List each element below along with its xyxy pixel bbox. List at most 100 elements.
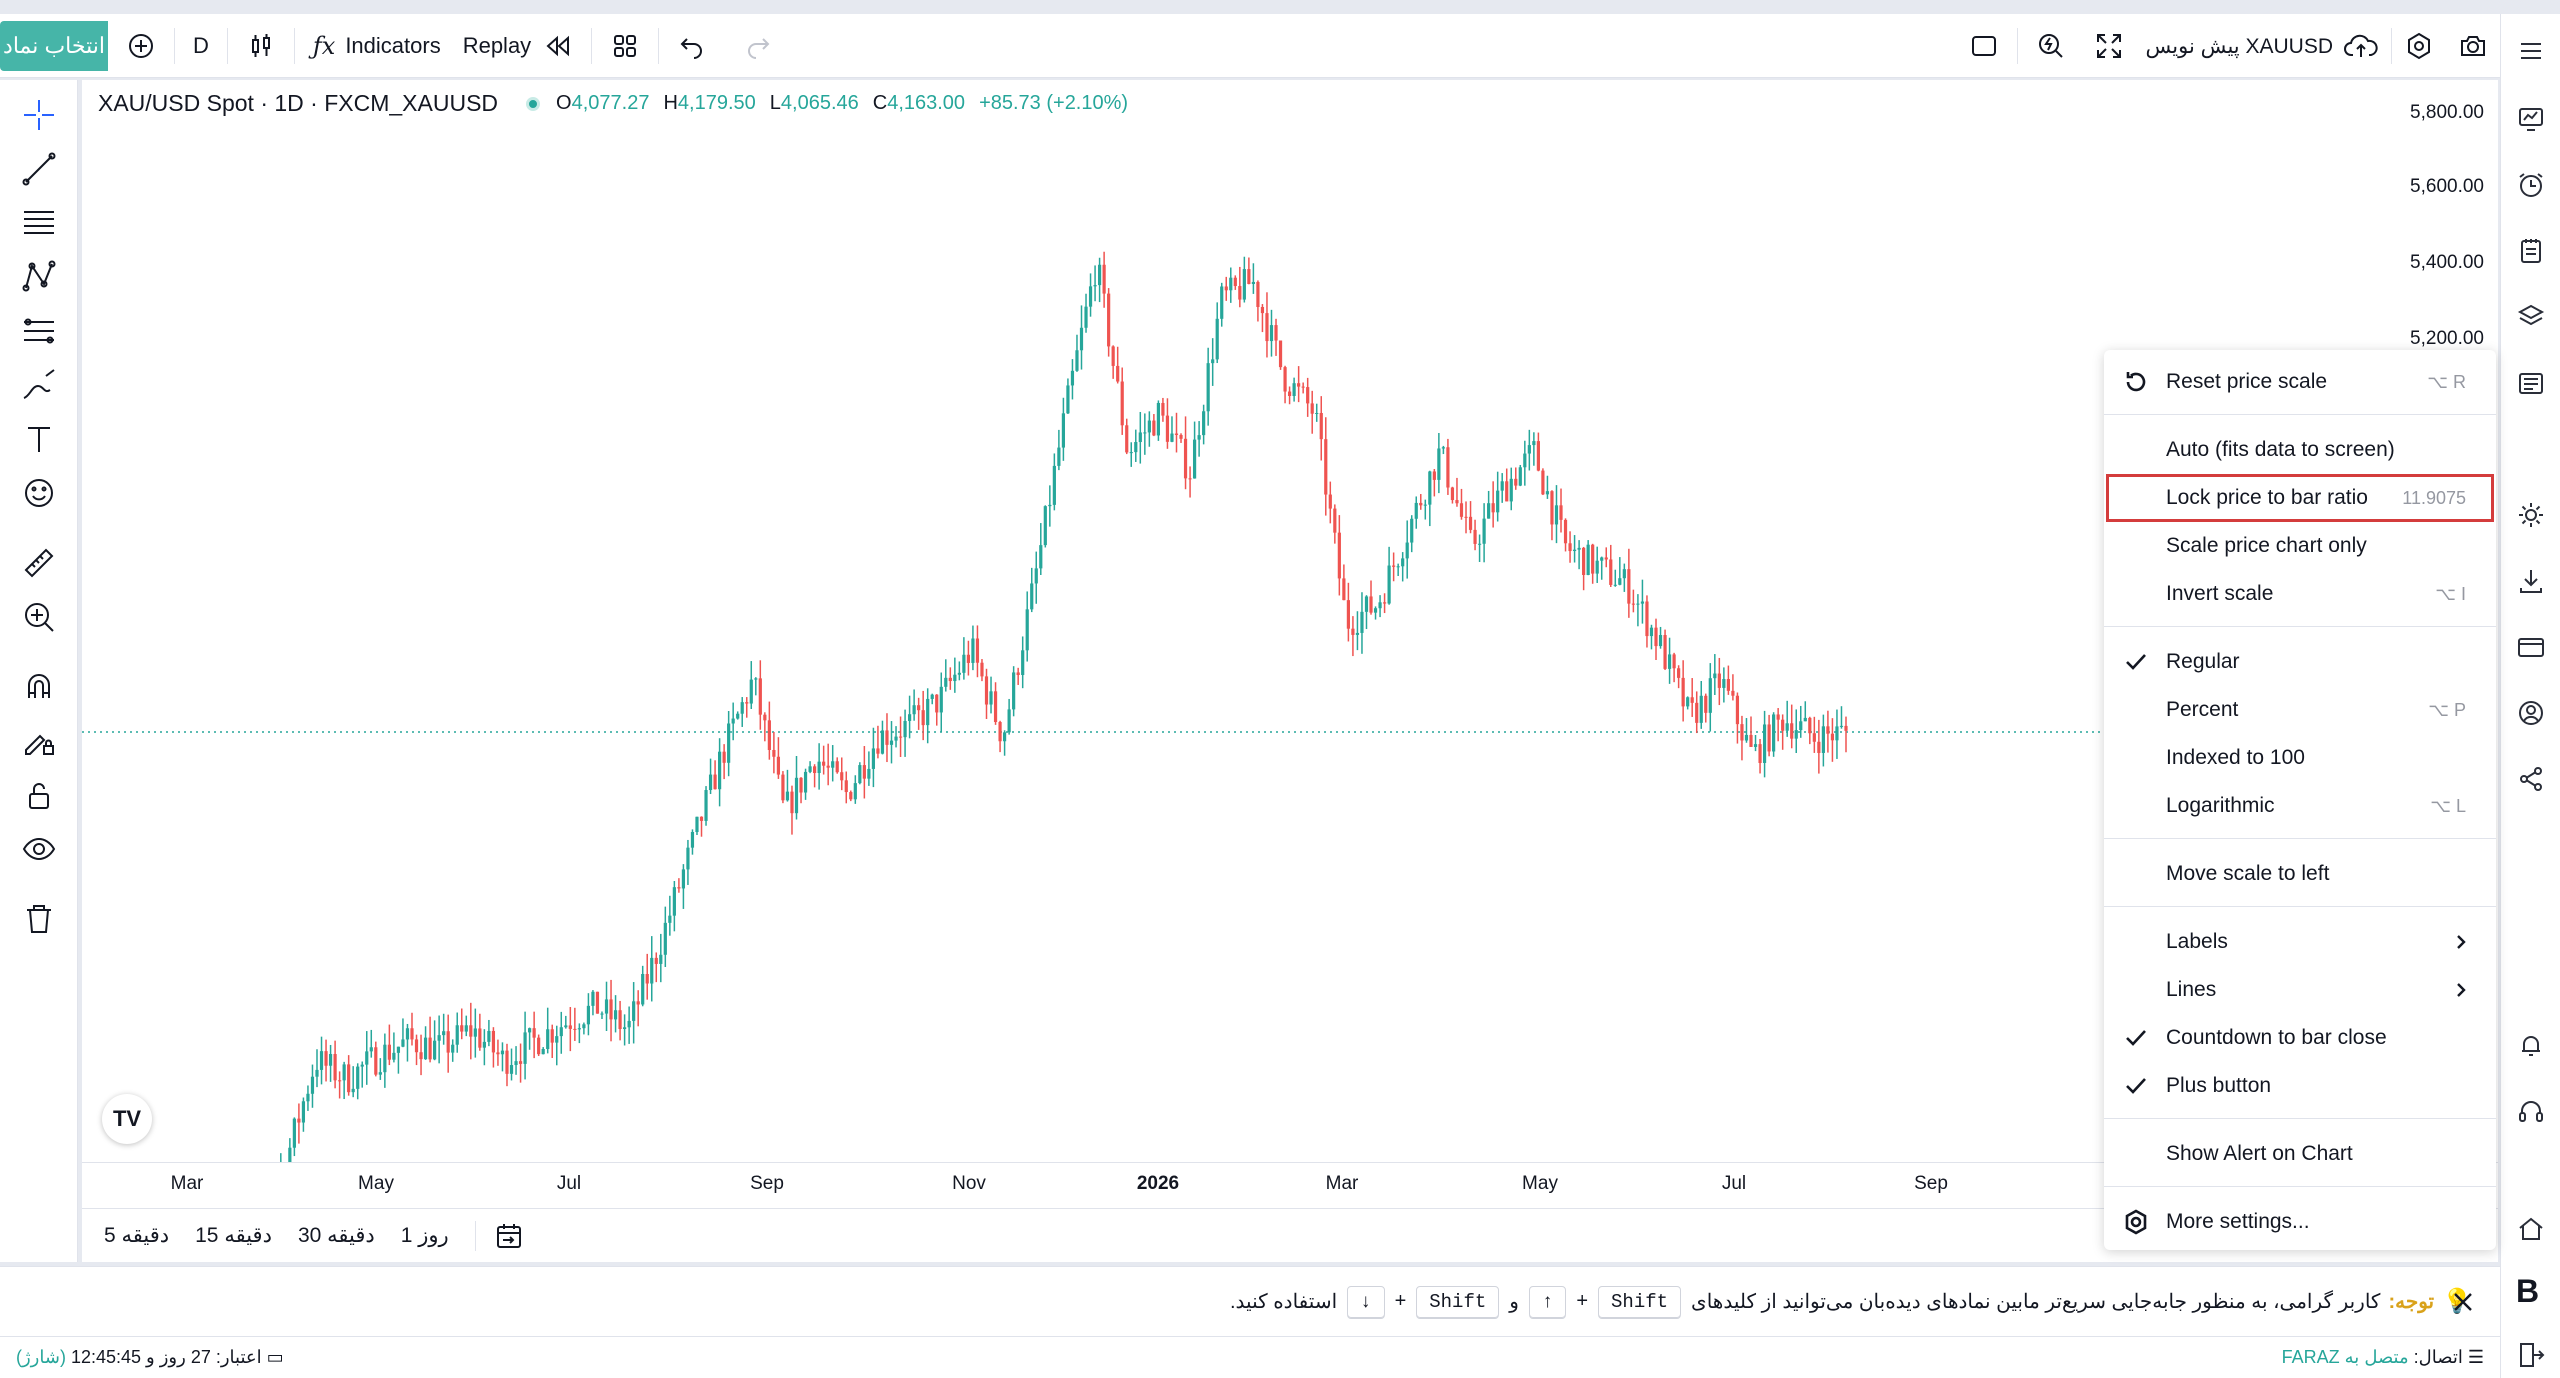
credit-status[interactable]: ▭ اعتبار: 27 روز و 12:45:45 (شارژ) <box>16 1347 284 1368</box>
wallet-button[interactable] <box>2516 632 2546 662</box>
fullscreen-frame-button[interactable] <box>1951 14 2017 78</box>
lock-drawings-tool[interactable] <box>20 776 58 814</box>
candle-body <box>1147 420 1151 433</box>
crosshair-tool[interactable] <box>20 96 58 134</box>
menu-logarithmic[interactable]: Logarithmic ⌥ L <box>2104 782 2496 830</box>
menu-percent[interactable]: Percent ⌥ P <box>2104 686 2496 734</box>
tradingview-logo[interactable]: TV <box>102 1094 152 1144</box>
settings-button[interactable] <box>2392 14 2446 78</box>
hide-drawings-tool[interactable] <box>20 830 58 868</box>
symbol-select-button[interactable]: انتخاب نماد <box>0 20 108 71</box>
menu-shortcut: ⌥ P <box>2428 699 2466 720</box>
text-tool[interactable] <box>20 420 58 458</box>
projection-tool[interactable] <box>20 312 58 350</box>
candle-body <box>1287 391 1292 396</box>
eye-icon <box>22 837 56 861</box>
magnet-tool[interactable] <box>20 668 58 706</box>
menu-plus-button[interactable]: Plus button <box>2104 1062 2496 1110</box>
menu-move-scale-left[interactable]: Move scale to left <box>2104 850 2496 898</box>
replay-button[interactable]: Replay <box>459 14 591 78</box>
candle-body <box>365 1051 369 1065</box>
news-button[interactable] <box>2516 368 2546 398</box>
menu-invert-scale[interactable]: Invert scale ⌥ I <box>2104 570 2496 618</box>
download-button[interactable] <box>2516 566 2546 596</box>
menu-scale-price-chart-only[interactable]: Scale price chart only <box>2104 522 2496 570</box>
fib-tool[interactable] <box>20 204 58 242</box>
menu-label: Scale price chart only <box>2166 534 2367 557</box>
time-tick: Mar <box>170 1173 204 1194</box>
candle-body <box>1563 519 1568 544</box>
menu-reset-price-scale[interactable]: Reset price scale ⌥ R <box>2104 358 2496 406</box>
support-button[interactable] <box>2516 1096 2546 1126</box>
indicators-button[interactable]: ƒx Indicators <box>295 14 459 78</box>
candle-body <box>1174 433 1179 435</box>
candle-body <box>1441 447 1445 449</box>
pattern-tool[interactable] <box>20 258 58 296</box>
maximize-button[interactable] <box>2084 14 2134 78</box>
range-1d[interactable]: 1 روز <box>400 1224 449 1247</box>
undo-button[interactable] <box>659 14 725 78</box>
candle-body <box>1477 543 1482 545</box>
candle-body <box>1821 726 1825 753</box>
candle-body <box>953 674 957 682</box>
menu-regular[interactable]: Regular <box>2104 638 2496 686</box>
menu-label: Labels <box>2166 930 2228 953</box>
brush-tool[interactable] <box>20 366 58 404</box>
key-down: ↓ <box>1347 1285 1385 1318</box>
chart-pane[interactable]: XAU/USD Spot · 1D · FXCM_XAUUSD O4,077.2… <box>82 80 2498 1262</box>
menu-auto-fit[interactable]: Auto (fits data to screen) <box>2104 426 2496 474</box>
remove-drawings-tool[interactable] <box>20 900 58 938</box>
candle-body <box>1306 387 1310 404</box>
notes-button[interactable] <box>2516 236 2546 266</box>
add-symbol-button[interactable] <box>108 14 174 78</box>
brand-button[interactable]: B <box>2516 1273 2546 1309</box>
measure-tool[interactable] <box>20 544 58 582</box>
draft-save-button[interactable]: پیش نویس XAUUSD <box>2134 14 2391 78</box>
home-button[interactable] <box>2516 1214 2546 1244</box>
menu-lock-price-bar-ratio[interactable]: Lock price to bar ratio 11.9075 <box>2106 474 2494 522</box>
chart-settings-button[interactable] <box>2516 500 2546 530</box>
candle-body <box>1695 702 1699 723</box>
emoji-tool[interactable] <box>20 474 58 512</box>
close-notification-button[interactable] <box>2448 1287 2478 1317</box>
stay-drawing-tool[interactable] <box>20 722 58 760</box>
interval-button[interactable]: D <box>193 32 209 58</box>
range-30m[interactable]: 30 دقیقه <box>297 1224 375 1247</box>
ohlc-low: L4,065.46 <box>770 92 859 115</box>
symbol-title[interactable]: XAU/USD Spot · 1D · FXCM_XAUUSD <box>98 90 499 116</box>
watchlist-button[interactable] <box>2516 104 2546 134</box>
notifications-button[interactable] <box>2516 1030 2546 1060</box>
tv-logo-icon: TV <box>112 1106 142 1131</box>
snapshot-button[interactable] <box>2446 14 2500 78</box>
charge-link[interactable]: (شارژ) <box>16 1347 66 1367</box>
menu-more-settings[interactable]: More settings... <box>2104 1198 2496 1246</box>
price-axis[interactable]: 5,800.00 5,600.00 5,400.00 5,200.00 <box>2390 80 2498 1162</box>
calendar-range-icon[interactable] <box>494 1221 524 1251</box>
brand-b-icon: B <box>2516 1273 2540 1309</box>
notepad-icon <box>2521 239 2541 263</box>
candle-body <box>903 720 907 738</box>
redo-button[interactable] <box>725 14 791 78</box>
menu-indexed-to-100[interactable]: Indexed to 100 <box>2104 734 2496 782</box>
menu-show-alert[interactable]: Show Alert on Chart <box>2104 1130 2496 1178</box>
time-axis[interactable]: Mar May Jul Sep Nov 2026 Mar May Jul Sep <box>82 1162 2498 1206</box>
quick-search-button[interactable] <box>2018 14 2084 78</box>
trend-line-tool[interactable] <box>20 150 58 188</box>
menu-countdown[interactable]: Countdown to bar close <box>2104 1014 2496 1062</box>
chart-type-button[interactable] <box>228 14 294 78</box>
layout-button[interactable] <box>592 14 658 78</box>
logout-button[interactable] <box>2516 1340 2546 1370</box>
menu-labels[interactable]: Labels <box>2104 918 2496 966</box>
zoom-tool[interactable] <box>20 598 58 636</box>
alerts-button[interactable] <box>2516 170 2546 200</box>
candlestick-series[interactable] <box>82 80 2390 1162</box>
candle-body <box>645 973 649 984</box>
candle-body <box>315 1069 319 1077</box>
profile-button[interactable] <box>2516 698 2546 728</box>
menu-button[interactable] <box>2516 36 2546 66</box>
share-button[interactable] <box>2516 764 2546 794</box>
menu-lines[interactable]: Lines <box>2104 966 2496 1014</box>
range-5m[interactable]: 5 دقیقه <box>104 1224 170 1247</box>
layers-button[interactable] <box>2516 302 2546 332</box>
range-15m[interactable]: 15 دقیقه <box>195 1224 272 1247</box>
